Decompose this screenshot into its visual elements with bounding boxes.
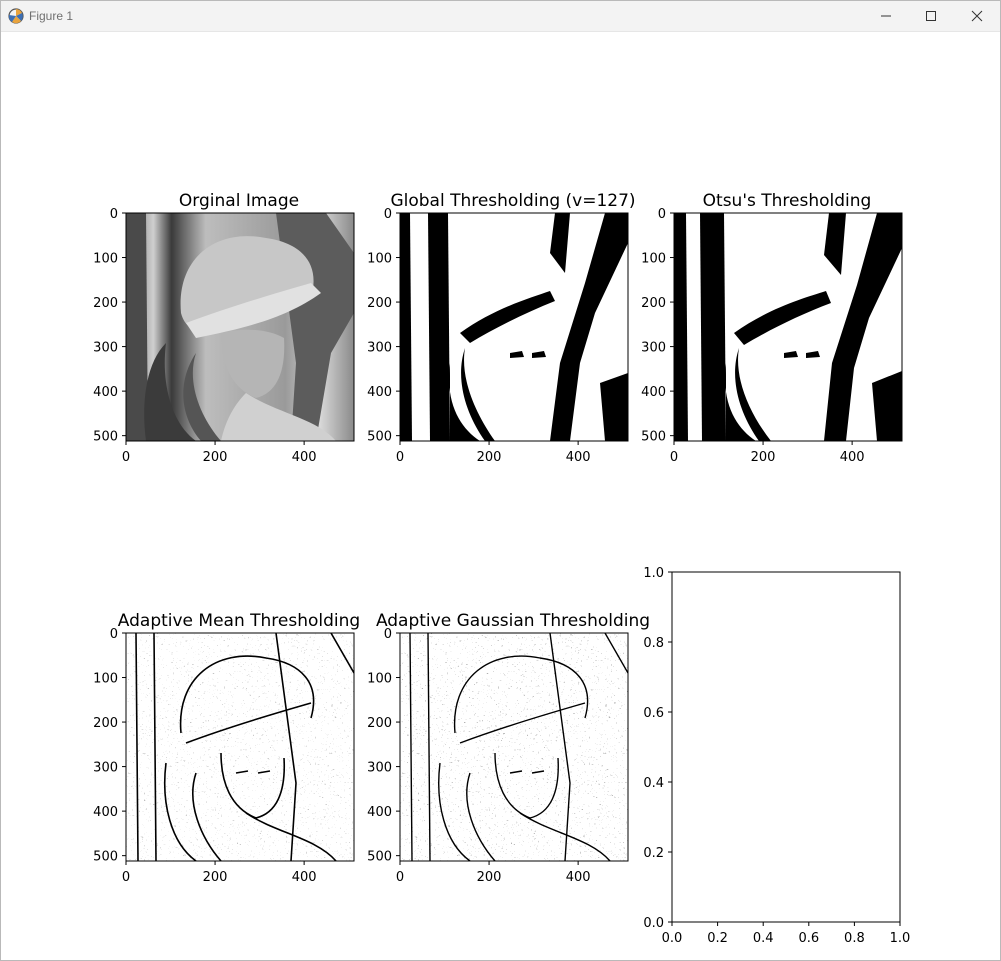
- x-tick-label: 200: [203, 870, 228, 885]
- y-tick-label: 300: [93, 341, 118, 356]
- x-tick-label: 400: [840, 450, 865, 465]
- y-tick-label: 0.8: [643, 636, 664, 651]
- y-tick-label: 100: [367, 672, 392, 687]
- y-tick-label: 0.2: [643, 846, 664, 861]
- y-tick-label: 400: [93, 805, 118, 820]
- y-tick-label: 400: [367, 805, 392, 820]
- image-otsu-threshold: [674, 213, 902, 441]
- maximize-icon: [926, 11, 936, 21]
- x-tick-label: 0: [396, 450, 404, 465]
- y-tick-label: 400: [641, 385, 666, 400]
- y-tick-label: 500: [93, 430, 118, 445]
- x-tick-label: 0: [122, 450, 130, 465]
- minimize-button[interactable]: [863, 1, 909, 31]
- maximize-button[interactable]: [908, 1, 954, 31]
- matplotlib-logo-icon: [7, 7, 25, 25]
- y-tick-label: 500: [367, 430, 392, 445]
- axes-frame: [399, 632, 629, 862]
- x-tick-label: 200: [477, 870, 502, 885]
- image-original: [126, 213, 354, 441]
- x-tick-label: 400: [292, 450, 317, 465]
- x-tick-label: 0: [396, 870, 404, 885]
- axes-frame: [125, 212, 355, 442]
- empty-axes-frame: [671, 571, 901, 923]
- panel-global-threshold: Global Thresholding (v=127): [390, 191, 636, 441]
- x-tick-label: 400: [566, 870, 591, 885]
- y-tick-label: 500: [367, 850, 392, 865]
- y-tick-label: 400: [93, 385, 118, 400]
- y-tick-label: 200: [641, 296, 666, 311]
- x-tick-label: 0.2: [707, 931, 728, 946]
- figure-svg: Orginal Image Global: [93, 191, 911, 946]
- close-icon: [971, 10, 983, 22]
- panel-title: Adaptive Mean Thresholding: [118, 611, 360, 631]
- x-tick-label: 0.0: [662, 931, 683, 946]
- x-tick-label: 0: [122, 870, 130, 885]
- y-tick-label: 200: [367, 716, 392, 731]
- x-tick-label: 0.6: [798, 931, 819, 946]
- y-tick-label: 0: [658, 207, 666, 222]
- x-tick-label: 0: [670, 450, 678, 465]
- minimize-icon: [881, 15, 891, 17]
- y-tick-label: 0: [384, 207, 392, 222]
- panel-title: Global Thresholding (v=127): [390, 191, 635, 211]
- y-tick-label: 400: [367, 385, 392, 400]
- y-tick-label: 300: [367, 341, 392, 356]
- close-button[interactable]: [954, 1, 1000, 31]
- panel-adaptive-gaussian: Adaptive Gaussian Thresholding: [376, 611, 650, 861]
- y-tick-label: 0.6: [643, 706, 664, 721]
- y-tick-label: 200: [93, 296, 118, 311]
- image-adaptive-gaussian: [400, 633, 628, 861]
- panel-otsu-threshold: Otsu's Thresholding: [674, 191, 902, 441]
- y-tick-label: 200: [367, 296, 392, 311]
- y-tick-label: 100: [367, 252, 392, 267]
- axes-frame: [125, 632, 355, 862]
- y-tick-label: 0: [384, 627, 392, 642]
- y-tick-label: 200: [93, 716, 118, 731]
- image-adaptive-mean: [126, 633, 354, 861]
- x-tick-label: 200: [477, 450, 502, 465]
- y-tick-label: 0.4: [643, 776, 664, 791]
- y-tick-label: 100: [93, 252, 118, 267]
- y-tick-label: 500: [641, 430, 666, 445]
- x-tick-label: 400: [566, 450, 591, 465]
- x-tick-label: 200: [203, 450, 228, 465]
- panel-title: Adaptive Gaussian Thresholding: [376, 611, 650, 631]
- y-tick-label: 300: [367, 761, 392, 776]
- x-tick-label: 0.4: [753, 931, 774, 946]
- y-tick-label: 100: [93, 672, 118, 687]
- y-tick-label: 300: [93, 761, 118, 776]
- x-tick-label: 200: [751, 450, 776, 465]
- x-tick-label: 1.0: [890, 931, 911, 946]
- y-tick-label: 500: [93, 850, 118, 865]
- axes-frame: [673, 212, 903, 442]
- y-tick-label: 300: [641, 341, 666, 356]
- x-tick-label: 400: [292, 870, 317, 885]
- y-tick-label: 0: [110, 627, 118, 642]
- x-tick-label: 0.8: [844, 931, 865, 946]
- panel-adaptive-mean: Adaptive Mean Thresholding: [118, 611, 360, 861]
- image-global-threshold: [400, 213, 628, 441]
- panel-original-image: Orginal Image: [126, 191, 354, 441]
- title-bar[interactable]: Figure 1: [1, 1, 1000, 32]
- window-title: Figure 1: [29, 9, 74, 23]
- y-tick-label: 0: [110, 207, 118, 222]
- y-tick-label: 100: [641, 252, 666, 267]
- figure-canvas[interactable]: Orginal Image Global: [1, 32, 1000, 960]
- axes-frame: [399, 212, 629, 442]
- y-tick-label: 0.0: [643, 916, 664, 931]
- panel-title: Orginal Image: [179, 191, 299, 211]
- y-tick-label: 1.0: [643, 566, 664, 581]
- panel-title: Otsu's Thresholding: [703, 191, 872, 211]
